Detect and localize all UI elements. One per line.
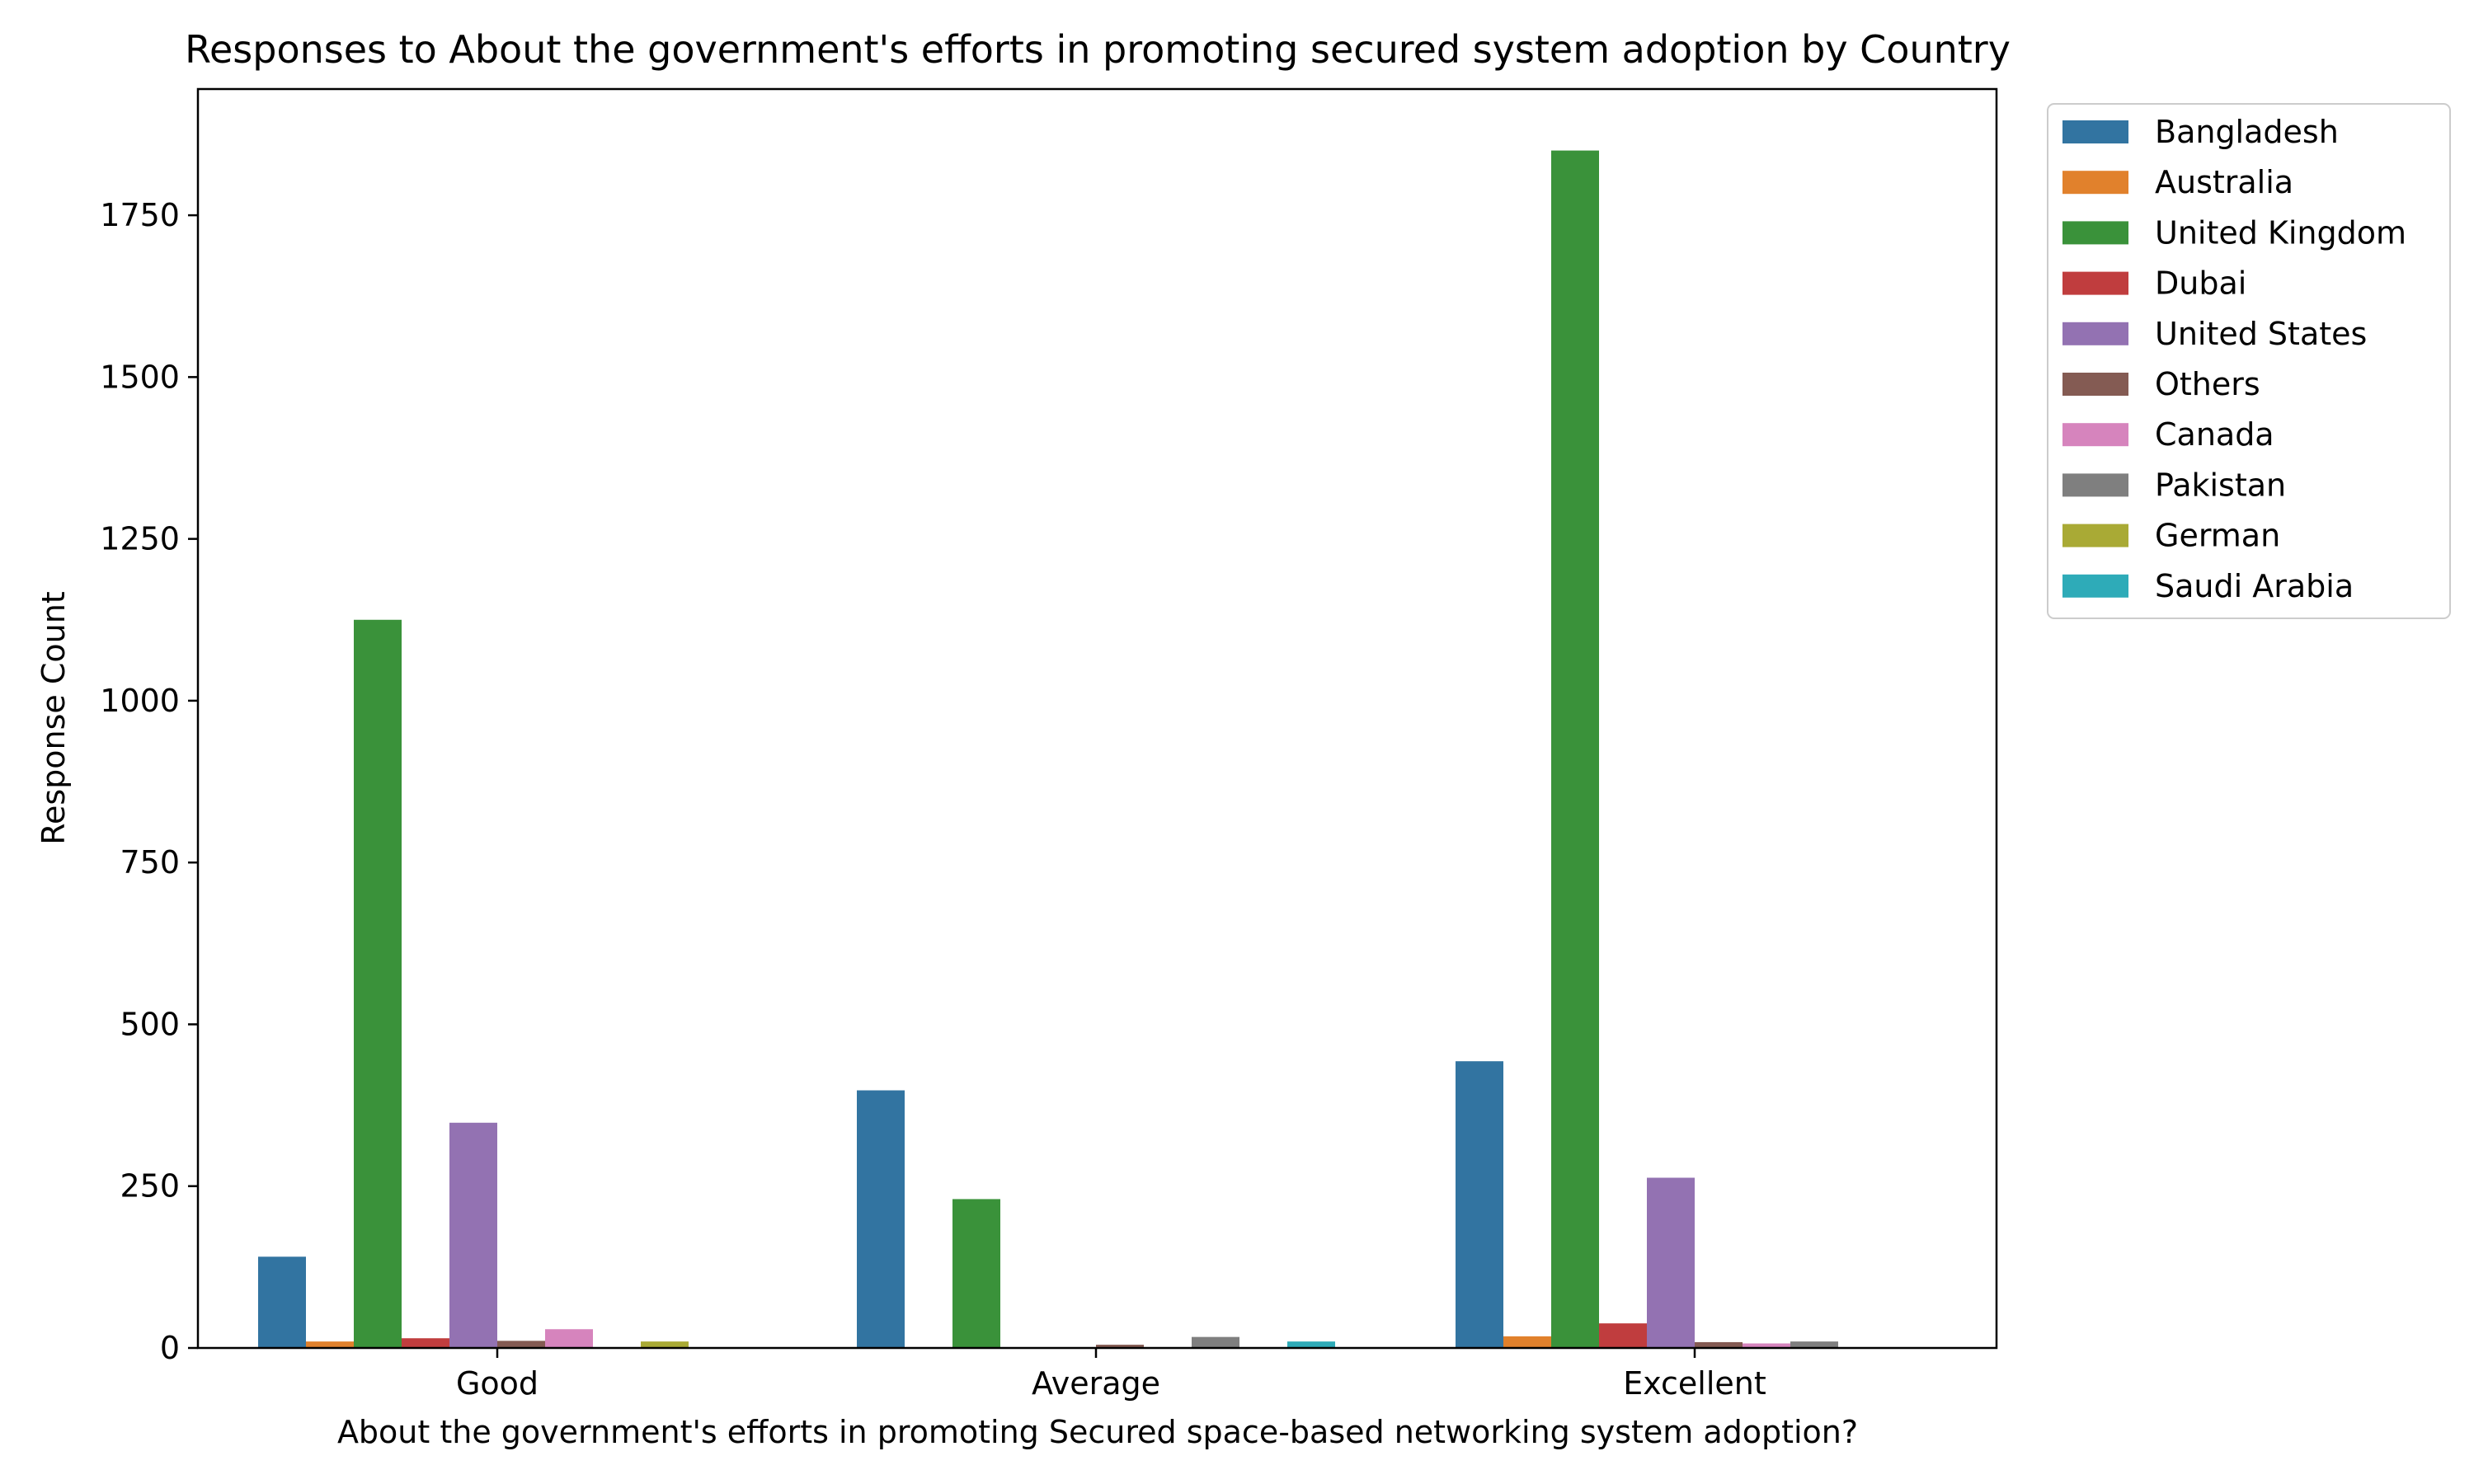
legend-frame xyxy=(2047,103,2451,619)
legend-label: Saudi Arabia xyxy=(2155,568,2354,604)
x-axis: Good Average Excellent xyxy=(456,1348,1766,1402)
bar-pakistan-excellent xyxy=(1790,1341,1838,1348)
bar-bangladesh-excellent xyxy=(1456,1061,1503,1348)
legend-swatch xyxy=(2062,322,2128,345)
legend-label: Canada xyxy=(2155,416,2274,453)
bar-dubai-good xyxy=(402,1338,449,1348)
legend-swatch xyxy=(2062,120,2128,143)
legend-swatch xyxy=(2062,524,2128,547)
y-tick-label: 250 xyxy=(120,1168,180,1205)
legend-label: Australia xyxy=(2155,164,2293,200)
bar-bangladesh-good xyxy=(258,1256,306,1348)
bar-australia-good xyxy=(306,1341,354,1348)
bar-german-good xyxy=(641,1341,689,1348)
bar-others-excellent xyxy=(1695,1341,1743,1348)
legend-label: United States xyxy=(2155,316,2367,352)
legend-label: Dubai xyxy=(2155,265,2246,302)
x-tick-label: Good xyxy=(456,1365,539,1402)
bar-united-kingdom-excellent xyxy=(1551,150,1599,1349)
y-tick-label: 750 xyxy=(120,844,180,881)
legend: Bangladesh Australia United Kingdom Dubai Un… xyxy=(2047,103,2451,619)
legend-swatch xyxy=(2062,271,2128,295)
legend-swatch xyxy=(2062,473,2128,497)
y-tick-label: 1500 xyxy=(100,359,180,395)
bar-canada-good xyxy=(545,1329,593,1348)
bar-bangladesh-average xyxy=(857,1090,905,1348)
legend-label: Others xyxy=(2155,366,2260,402)
legend-label: United Kingdom xyxy=(2155,214,2406,251)
bar-united-kingdom-good xyxy=(354,619,402,1348)
bar-australia-excellent xyxy=(1503,1336,1551,1348)
plot-area xyxy=(258,150,1838,1349)
legend-swatch xyxy=(2062,373,2128,396)
legend-swatch xyxy=(2062,574,2128,598)
legend-items: Bangladesh Australia United Kingdom Dubai Un… xyxy=(2062,114,2406,604)
y-tick-label: 1750 xyxy=(100,197,180,233)
legend-label: Bangladesh xyxy=(2155,114,2339,150)
bar-others-good xyxy=(497,1341,545,1348)
bar-united-states-excellent xyxy=(1647,1177,1695,1348)
x-axis-label: About the government's efforts in promot… xyxy=(337,1414,1858,1450)
bar-canada-excellent xyxy=(1743,1343,1790,1348)
x-tick-label: Average xyxy=(1032,1365,1160,1402)
bar-united-states-good xyxy=(449,1122,497,1348)
y-tick-label: 500 xyxy=(120,1006,180,1042)
y-axis: 0 250 500 750 1000 1250 1500 1750 xyxy=(100,197,198,1366)
bar-dubai-excellent xyxy=(1599,1323,1647,1348)
y-tick-label: 1250 xyxy=(100,521,180,557)
bar-pakistan-average xyxy=(1192,1336,1239,1348)
bar-saudi-arabia-average xyxy=(1287,1341,1335,1348)
legend-swatch xyxy=(2062,221,2128,245)
x-tick-label: Excellent xyxy=(1623,1365,1766,1402)
bar-united-kingdom-average xyxy=(952,1199,1000,1348)
plot-frame xyxy=(196,87,1998,1350)
chart-title: Responses to About the government's effo… xyxy=(185,27,2011,72)
legend-label: Pakistan xyxy=(2155,467,2286,503)
legend-label: German xyxy=(2155,518,2280,554)
y-axis-label: Response Count xyxy=(35,591,72,844)
legend-swatch xyxy=(2062,423,2128,447)
y-tick-label: 1000 xyxy=(100,683,180,719)
bar-others-average xyxy=(1096,1345,1144,1348)
y-tick-label: 0 xyxy=(160,1330,180,1366)
legend-swatch xyxy=(2062,171,2128,195)
